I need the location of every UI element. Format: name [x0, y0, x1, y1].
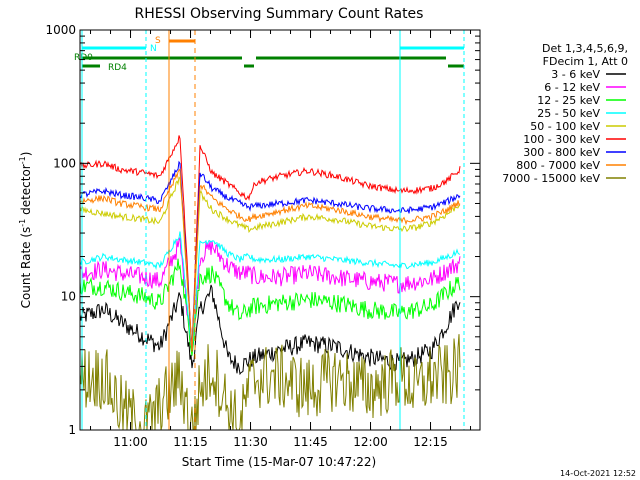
mode-bars: S N RD0 RD4: [74, 36, 464, 73]
x-axis-label: Start Time (15-Mar-07 10:47:22): [182, 455, 376, 469]
legend-label-3: 25 - 50 keV: [537, 107, 600, 120]
footer-date: 14-Oct-2021 12:52: [560, 469, 636, 478]
y-tick-label-3: 1000: [45, 23, 76, 37]
legend-label-7: 800 - 7000 keV: [516, 159, 600, 172]
x-tick-label-1: 11:15: [173, 435, 208, 449]
y-tick-label-2: 100: [53, 156, 76, 170]
series-line-0: [79, 284, 461, 376]
y-axis-label: Count Rate (s-1 detector-1): [18, 152, 33, 309]
legend-label-5: 100 - 300 keV: [523, 133, 600, 146]
x-tick-label-0: 11:00: [113, 435, 148, 449]
annotation-s: S: [155, 36, 161, 46]
annotation-rd4: RD4: [108, 63, 127, 73]
chart-title: RHESSI Observing Summary Count Rates: [135, 6, 424, 22]
annotation-n: N: [150, 44, 157, 54]
series-line-7: [79, 168, 461, 351]
legend: Det 1,3,4,5,6,9, FDecim 1, Att 0 3 - 6 k…: [502, 42, 628, 185]
x-tick-label-5: 12:15: [413, 435, 448, 449]
legend-label-4: 50 - 100 keV: [530, 120, 600, 133]
x-tick-label-2: 11:30: [233, 435, 268, 449]
legend-label-6: 300 - 800 keV: [523, 146, 600, 159]
series-line-3: [79, 231, 461, 351]
y-tick-label-1: 10: [61, 290, 76, 304]
plot-frame: [79, 29, 481, 431]
legend-header-1: Det 1,3,4,5,6,9,: [542, 42, 628, 55]
legend-label-2: 12 - 25 keV: [537, 94, 600, 107]
x-tick-label-3: 11:45: [293, 435, 328, 449]
legend-label-8: 7000 - 15000 keV: [502, 172, 600, 185]
legend-header-2: FDecim 1, Att 0: [543, 55, 628, 68]
series-line-2: [79, 258, 461, 356]
legend-label-1: 6 - 12 keV: [544, 81, 600, 94]
series-line-6: [80, 160, 461, 350]
event-lines: [81, 30, 465, 430]
annotation-rd0: RD0: [74, 53, 93, 63]
series-line-1: [79, 237, 461, 351]
y-tick-label-0: 1: [68, 423, 76, 437]
x-tick-label-4: 12:00: [353, 435, 388, 449]
series-line-5: [79, 135, 461, 352]
legend-label-0: 3 - 6 keV: [551, 68, 600, 81]
series-line-4: [79, 176, 461, 353]
